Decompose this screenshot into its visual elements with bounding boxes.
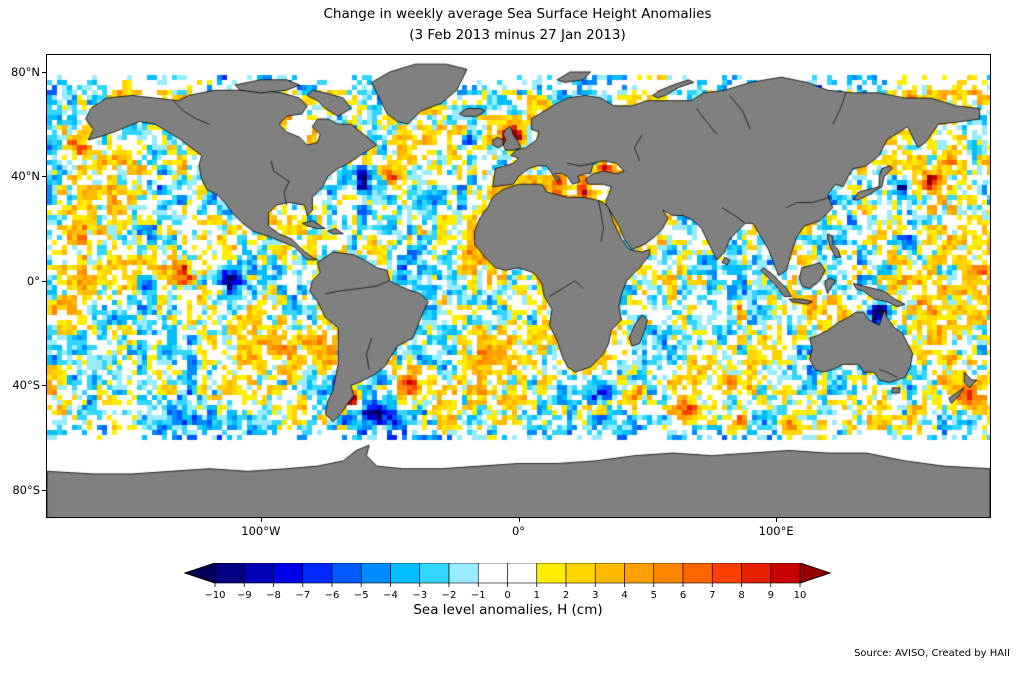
y-tick-label: 80°N <box>11 64 40 79</box>
y-tick-mark <box>42 176 46 178</box>
svg-text:−5: −5 <box>354 590 369 601</box>
chart-subtitle: (3 Feb 2013 minus 27 Jan 2013) <box>409 27 626 43</box>
x-tick-label: 100°W <box>241 524 281 538</box>
plot-area <box>46 54 991 518</box>
svg-text:5: 5 <box>651 590 657 601</box>
y-tick-mark <box>42 280 46 282</box>
svg-text:7: 7 <box>709 590 715 601</box>
svg-text:−9: −9 <box>237 590 252 601</box>
y-tick-mark <box>42 489 46 491</box>
svg-text:−7: −7 <box>295 590 310 601</box>
svg-text:0: 0 <box>504 590 510 601</box>
colorbar: −10 −9 −8 −7 −6 −5 −4 −3 −2 −1 0 1 2 3 4 5 6 7 8 9 10 <box>183 563 832 601</box>
svg-text:6: 6 <box>680 590 686 601</box>
svg-text:−4: −4 <box>383 590 398 601</box>
y-tick-mark <box>42 71 46 73</box>
world-map-canvas <box>47 55 990 517</box>
y-tick-label: 40°S <box>12 378 40 393</box>
colorbar-label: Sea level anomalies, H (cm) <box>413 602 603 618</box>
x-tick-mark <box>260 518 262 522</box>
y-tick-mark <box>42 385 46 387</box>
svg-text:2: 2 <box>563 590 569 601</box>
svg-text:9: 9 <box>768 590 774 601</box>
svg-text:3: 3 <box>592 590 598 601</box>
svg-text:−6: −6 <box>325 590 340 601</box>
svg-text:−1: −1 <box>471 590 486 601</box>
y-tick-label: 40°N <box>11 169 40 184</box>
x-tick-mark <box>776 518 778 522</box>
svg-text:−8: −8 <box>266 590 281 601</box>
svg-text:−2: −2 <box>442 590 457 601</box>
svg-text:−3: −3 <box>412 590 427 601</box>
svg-text:10: 10 <box>794 590 807 601</box>
svg-text:1: 1 <box>534 590 540 601</box>
source-credit: Source: AVISO, Created by HAII <box>854 648 1010 659</box>
x-tick-label: 0° <box>511 524 526 538</box>
y-tick-label: 80°S <box>12 482 40 497</box>
svg-text:8: 8 <box>738 590 744 601</box>
svg-text:−10: −10 <box>204 590 225 601</box>
x-tick-mark <box>518 518 520 522</box>
svg-text:4: 4 <box>621 590 627 601</box>
x-tick-label: 100°E <box>758 524 794 538</box>
chart-title: Change in weekly average Sea Surface Hei… <box>323 6 712 22</box>
y-tick-label: 0° <box>26 273 40 288</box>
